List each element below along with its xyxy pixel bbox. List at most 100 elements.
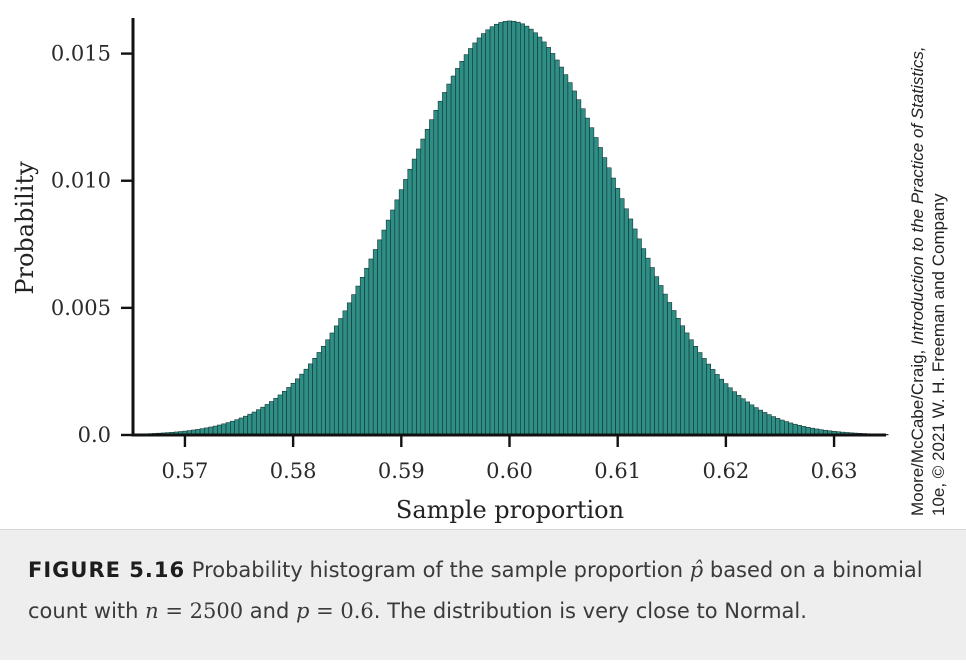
histogram-bar: [762, 412, 768, 436]
histogram-bar: [766, 414, 772, 436]
histogram-bar: [684, 332, 690, 436]
credit-line-2: 10e, © 2021 W. H. Freeman and Company: [929, 193, 948, 516]
figure-caption: FIGURE 5.16 Probability histogram of the…: [0, 529, 966, 660]
histogram-bar: [403, 179, 409, 436]
histogram-bar: [394, 199, 400, 436]
n-symbol: n: [145, 599, 159, 623]
histogram-bar: [364, 267, 370, 436]
histogram-bar: [320, 345, 326, 436]
histogram-bar: [667, 302, 673, 436]
x-tick-label: 0.57: [162, 459, 209, 483]
histogram-bar: [528, 28, 534, 436]
histogram-bar: [325, 339, 331, 436]
histogram-bar: [256, 409, 261, 436]
histogram-bar: [714, 374, 720, 436]
x-tick-label: 0.61: [594, 459, 641, 483]
histogram-bar: [675, 317, 681, 436]
histogram-bar: [442, 92, 448, 436]
histogram-bar: [351, 294, 357, 436]
histogram-bar: [541, 41, 547, 436]
histogram-bar: [398, 189, 404, 436]
histogram-bar: [316, 352, 322, 436]
histogram-bar: [758, 409, 763, 436]
histogram-bar: [502, 21, 508, 436]
histogram-bar: [459, 60, 465, 436]
histogram-bar: [546, 47, 551, 436]
histogram-bar: [550, 53, 556, 436]
histogram-bar: [727, 387, 733, 436]
histogram-bars: [130, 20, 889, 436]
histogram-bar: [329, 332, 335, 436]
histogram-bar: [784, 421, 789, 436]
histogram-bar: [247, 413, 253, 436]
histogram-bar: [303, 368, 309, 436]
histogram-bar: [606, 167, 612, 436]
equals-sign-1: =: [158, 599, 190, 623]
histogram-bar: [610, 177, 616, 436]
histogram-bar: [680, 325, 686, 436]
figure-label: FIGURE 5.16: [28, 558, 186, 582]
histogram-bar: [407, 168, 413, 436]
p-value: 0.6: [340, 599, 374, 623]
histogram-bar: [524, 25, 530, 436]
histogram-bar: [355, 285, 361, 436]
histogram-bar: [554, 59, 560, 436]
histogram-bar: [688, 339, 694, 436]
x-tick-label: 0.58: [270, 459, 317, 483]
histogram-bar: [649, 267, 655, 436]
histogram-bar: [654, 276, 660, 436]
histogram-bar: [662, 293, 668, 436]
histogram-bar: [576, 99, 582, 436]
histogram-bar: [697, 352, 703, 436]
histogram-bar: [264, 404, 270, 436]
histogram-bar: [693, 346, 699, 436]
histogram-bar: [251, 411, 257, 436]
histogram-bar: [602, 157, 608, 436]
caption-text-3: and: [243, 599, 296, 623]
x-tick-label: 0.60: [486, 459, 533, 483]
p-symbol: p: [295, 599, 310, 623]
histogram-bar: [450, 75, 456, 436]
histogram-bar: [390, 209, 396, 436]
equals-sign-2: =: [309, 599, 341, 623]
histogram-bar: [277, 394, 283, 436]
y-axis-title: Probability: [11, 161, 39, 295]
histogram-bar: [424, 128, 430, 436]
histogram-bar: [580, 108, 586, 436]
histogram-bar: [260, 406, 266, 436]
histogram-bar: [558, 66, 564, 436]
histogram-bar: [230, 420, 235, 436]
histogram-bar: [771, 416, 776, 436]
histogram-bar: [420, 138, 426, 436]
x-tick-label: 0.62: [702, 459, 749, 483]
histogram-bar: [221, 423, 227, 436]
histogram-bar: [636, 238, 642, 436]
histogram-bar: [290, 382, 296, 436]
histogram-bar: [710, 369, 716, 436]
histogram-bar: [706, 363, 712, 436]
x-axis-title: Sample proportion: [396, 496, 624, 524]
histogram-bar: [286, 387, 292, 436]
histogram-bar: [282, 391, 287, 436]
x-tick-label: 0.59: [378, 459, 425, 483]
histogram-bar: [273, 398, 279, 436]
histogram-bar: [498, 22, 504, 436]
histogram-bar: [416, 148, 422, 436]
histogram-bar: [567, 82, 573, 436]
histogram-bar: [619, 198, 625, 436]
histogram-bar: [507, 20, 512, 436]
p-hat-symbol: p̂: [689, 558, 704, 582]
histogram-bar: [520, 23, 525, 436]
histogram-bar: [476, 37, 482, 436]
histogram-bar: [359, 276, 365, 436]
histogram-bar: [333, 325, 339, 436]
histogram-bar: [597, 147, 603, 436]
histogram-bar: [385, 219, 391, 436]
histogram-bar: [295, 378, 300, 436]
histogram-bar: [537, 36, 543, 436]
histogram-bar: [481, 33, 486, 436]
histogram-bar: [589, 127, 595, 436]
histogram-bar: [299, 373, 305, 436]
histogram-bar: [494, 23, 499, 436]
